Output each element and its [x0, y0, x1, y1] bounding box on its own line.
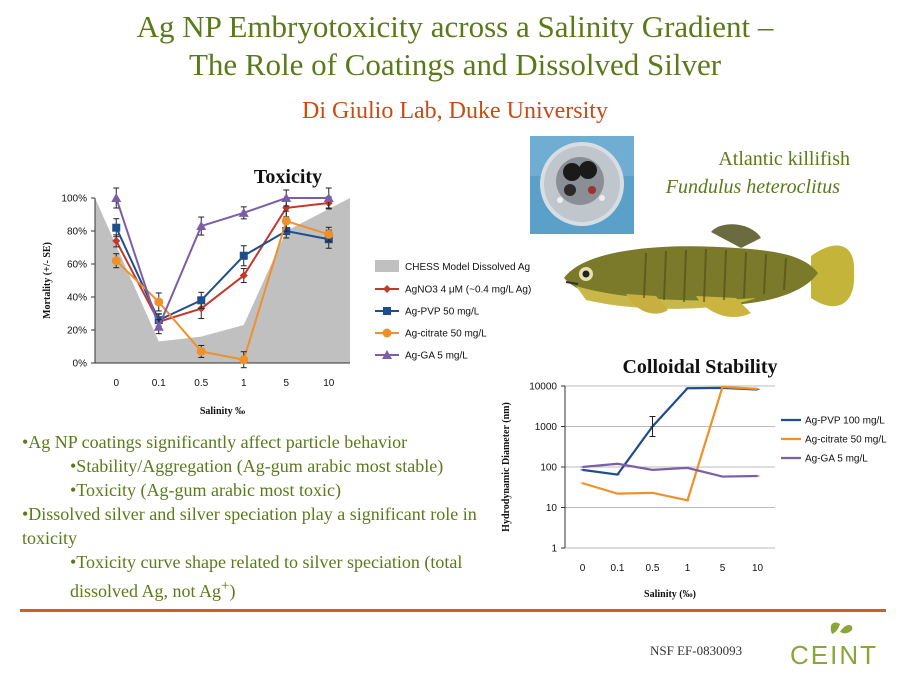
bullet-toxicity: •Toxicity (Ag-gum arabic most toxic): [70, 480, 341, 500]
toxicity-legend-label: Ag-citrate 50 mg/L: [405, 329, 487, 340]
toxicity-legend-label: CHESS Model Dissolved Ag: [405, 262, 530, 273]
divider-line: [20, 609, 886, 612]
embryo-photo: [530, 136, 634, 234]
grant-number: NSF EF-0830093: [650, 643, 743, 658]
colloidal-legend-label: Ag-PVP 100 mg/L: [805, 416, 885, 427]
toxicity-data-point: [281, 193, 292, 202]
toxicity-y-tick-label: 100%: [61, 194, 87, 205]
toxicity-legend-marker: [382, 350, 392, 359]
colloidal-y-tick-label: 1: [551, 544, 557, 555]
slide-subtitle: Di Giulio Lab, Duke University: [302, 98, 608, 124]
ceint-logo: CEINT: [790, 622, 878, 670]
killifish-image: [564, 224, 855, 317]
fish-common-name: Atlantic killifish: [718, 148, 850, 170]
fish-scientific-name: Fundulus heteroclitus: [665, 176, 840, 198]
colloidal-chart-title: Colloidal Stability: [622, 356, 777, 378]
toxicity-data-point: [282, 203, 291, 212]
colloidal-stability-chart: Colloidal Stability 1 10 100 1000 10000 0 0.1 0.…: [501, 356, 887, 600]
colloidal-series-line: [582, 385, 758, 502]
colloidal-x-tick-label: 0.5: [646, 563, 660, 574]
toxicity-data-point: [196, 346, 206, 356]
toxicity-legend-label: Ag-PVP 50 mg/L: [405, 307, 480, 318]
toxicity-y-tick-label: 20%: [67, 326, 87, 337]
colloidal-y-tick-label: 10: [546, 503, 558, 514]
toxicity-data-point: [197, 296, 206, 305]
toxicity-data-point: [239, 251, 248, 260]
bullet-superscript: +: [221, 578, 230, 594]
bullet-closing-paren: ): [229, 581, 236, 601]
colloidal-series-line: [582, 386, 758, 476]
bullet-list: •Ag NP coatings significantly affect par…: [22, 430, 497, 603]
toxicity-y-tick-label: 80%: [67, 227, 87, 238]
colloidal-x-tick-label: 0.1: [611, 563, 625, 574]
colloidal-y-tick-label: 100: [540, 463, 557, 474]
colloidal-x-tick-label: 1: [685, 563, 691, 574]
toxicity-legend-label: Ag-GA 5 mg/L: [405, 351, 468, 362]
toxicity-area-chess: [95, 198, 350, 363]
logo-text: CEINT: [790, 640, 878, 670]
toxicity-series-line: [115, 197, 329, 330]
toxicity-data-point: [239, 271, 248, 280]
toxicity-legend-marker: [383, 285, 391, 293]
toxicity-chart-title: Toxicity: [254, 166, 322, 188]
colloidal-x-tick-label: 0: [580, 563, 586, 574]
toxicity-data-point: [324, 229, 334, 239]
title-line-2: The Role of Coatings and Dissolved Silve…: [188, 47, 722, 82]
slide-title: Ag NP Embryotoxicity across a Salinity G…: [0, 8, 910, 84]
toxicity-chart: Toxicity 0% 20% 40% 60% 80% 100% 0 0.1 0.5 1 5 10 Sal…: [42, 166, 531, 417]
bullet-coatings: •Ag NP coatings significantly affect par…: [22, 432, 408, 452]
toxicity-data-point: [196, 221, 207, 231]
toxicity-y-tick-label: 40%: [67, 293, 87, 304]
colloidal-legend-label: Ag-GA 5 mg/L: [805, 454, 868, 465]
bullet-stability: •Stability/Aggregation (Ag-gum arabic mo…: [70, 456, 444, 476]
toxicity-data-point: [111, 193, 122, 202]
toxicity-data-point: [112, 236, 121, 245]
colloidal-series-line: [582, 462, 758, 478]
toxicity-series-line: [115, 219, 330, 361]
title-line-1: Ag NP Embryotoxicity across a Salinity G…: [136, 9, 774, 44]
toxicity-y-tick-label: 0%: [73, 359, 88, 370]
toxicity-x-tick-label: 1: [241, 378, 247, 389]
toxicity-x-tick-label: 5: [283, 378, 289, 389]
toxicity-data-point: [323, 193, 334, 202]
toxicity-x-tick-label: 10: [323, 378, 335, 389]
colloidal-legend-label: Ag-citrate 50 mg/L: [805, 435, 887, 446]
toxicity-data-point: [281, 216, 291, 226]
toxicity-legend-swatch: [375, 260, 399, 272]
toxicity-legend-label: AgNO3 4 μM (~0.4 mg/L Ag): [405, 285, 531, 296]
toxicity-x-tick-label: 0.1: [152, 378, 166, 389]
bullet-curve-shape: •Toxicity curve shape related to silver …: [70, 550, 497, 603]
toxicity-data-point: [111, 256, 121, 266]
toxicity-y-tick-label: 60%: [67, 260, 87, 271]
toxicity-x-axis-label: Salinity ‰: [200, 406, 245, 417]
toxicity-data-point: [112, 223, 121, 232]
toxicity-legend-marker: [383, 307, 391, 315]
colloidal-x-tick-label: 10: [752, 563, 764, 574]
bullet-dissolved-silver: •Dissolved silver and silver speciation …: [22, 504, 477, 548]
toxicity-legend-marker: [382, 328, 392, 338]
colloidal-y-tick-label: 1000: [535, 422, 558, 433]
toxicity-data-point: [154, 297, 164, 307]
colloidal-y-axis-label: Hydrodynamic Diameter (nm): [501, 402, 512, 532]
toxicity-data-point: [239, 355, 249, 365]
toxicity-x-tick-label: 0.5: [194, 378, 208, 389]
bullet-curve-shape-text: •Toxicity curve shape related to silver …: [70, 552, 463, 601]
colloidal-x-tick-label: 5: [720, 563, 726, 574]
toxicity-x-tick-label: 0: [113, 378, 119, 389]
toxicity-data-point: [238, 207, 249, 217]
colloidal-x-axis-label: Salinity (‰): [644, 589, 696, 600]
colloidal-y-tick-label: 10000: [529, 382, 557, 393]
toxicity-data-point: [153, 321, 164, 331]
toxicity-y-axis-label: Mortality (+/- SE): [42, 242, 53, 319]
